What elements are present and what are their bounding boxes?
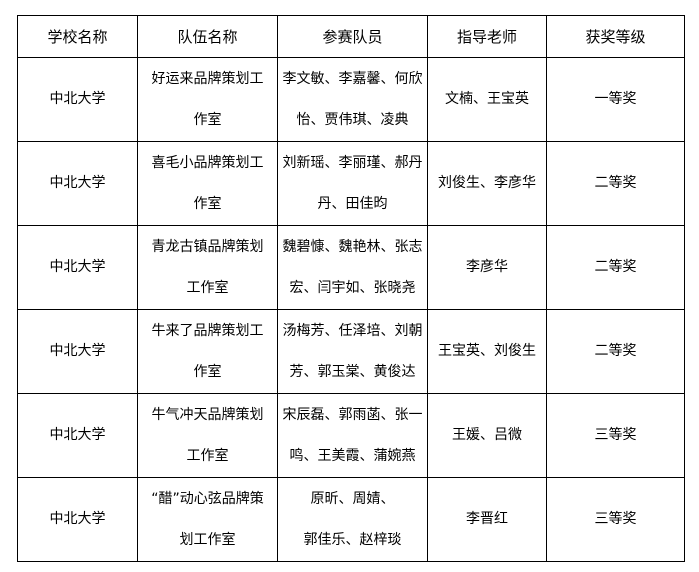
cell-school-line: 中北大学 <box>49 511 106 527</box>
cell-team: “醋”动心弦品牌策 划工作室 <box>137 477 278 562</box>
cell-advisor-line: 李彦华 <box>466 259 508 275</box>
cell-team: 青龙古镇品牌策划 工作室 <box>137 225 278 310</box>
cell-members: 宋辰磊、郭雨菡、张一 鸣、王美霞、蒲婉燕 <box>277 393 428 478</box>
cell-team: 牛来了品牌策划工 作室 <box>137 309 278 394</box>
cell-award: 三等奖 <box>546 477 685 562</box>
table-row: 中北大学 牛气冲天品牌策划 工作室 宋辰磊、郭雨菡、张一 鸣、王美霞、蒲婉燕 王媛、吕微三… <box>17 393 685 478</box>
cell-members-line: 李文敏、李嘉馨、何欣 <box>282 70 423 87</box>
cell-school-line: 中北大学 <box>49 259 106 275</box>
cell-members: 刘新瑶、李丽瑾、郝丹 丹、田佳昀 <box>277 141 428 226</box>
cell-team-line: 牛来了品牌策划工 <box>151 322 264 339</box>
header-award: 获奖等级 <box>546 15 685 58</box>
cell-members-line: 丹、田佳昀 <box>317 195 388 212</box>
cell-team-line: 作室 <box>193 111 222 128</box>
cell-award-line: 一等奖 <box>594 91 637 107</box>
cell-team: 好运来品牌策划工 作室 <box>137 57 278 142</box>
cell-members-line: 宋辰磊、郭雨菡、张一 <box>282 406 423 423</box>
header-school: 学校名称 <box>17 15 138 58</box>
cell-school: 中北大学 <box>17 393 138 478</box>
cell-award: 二等奖 <box>546 225 685 310</box>
cell-team-line: 作室 <box>193 195 222 212</box>
cell-advisor: 李彦华 <box>427 225 547 310</box>
cell-advisor-line: 王媛、吕微 <box>452 427 522 443</box>
cell-advisor-line: 王宝英、刘俊生 <box>438 343 536 359</box>
table-row: 中北大学 好运来品牌策划工 作室 李文敏、李嘉馨、何欣 怡、贾伟琪、凌典 文楠、王宝英 一等… <box>17 57 685 142</box>
cell-school: 中北大学 <box>17 57 138 142</box>
cell-team-line: 划工作室 <box>179 531 236 548</box>
cell-members-line: 芳、郭玉棠、黄俊达 <box>289 363 416 380</box>
cell-award-line: 三等奖 <box>594 427 637 443</box>
cell-school: 中北大学 <box>17 225 138 310</box>
header-team: 队伍名称 <box>137 15 278 58</box>
cell-school-line: 中北大学 <box>49 91 106 107</box>
cell-award: 三等奖 <box>546 393 685 478</box>
cell-award: 二等奖 <box>546 141 685 226</box>
cell-team-line: 好运来品牌策划工 <box>151 70 264 87</box>
table-row: 中北大学 青龙古镇品牌策划 工作室 魏碧慷、魏艳林、张志 宏、闫宇如、张晓尧 李彦华 二等奖 <box>17 225 685 310</box>
cell-advisor: 王媛、吕微 <box>427 393 547 478</box>
cell-members: 汤梅芳、任泽培、刘朝 芳、郭玉棠、黄俊达 <box>277 309 428 394</box>
cell-members-line: 怡、贾伟琪、凌典 <box>296 111 409 128</box>
cell-members-line: 刘新瑶、李丽瑾、郝丹 <box>282 154 423 171</box>
cell-members-line: 魏碧慷、魏艳林、张志 <box>282 238 423 255</box>
cell-team: 牛气冲天品牌策划 工作室 <box>137 393 278 478</box>
cell-advisor-line: 文楠、王宝英 <box>445 91 529 107</box>
header-members: 参赛队员 <box>277 15 428 58</box>
cell-team-line: 工作室 <box>186 279 229 296</box>
cell-team-line: 牛气冲天品牌策划 <box>151 406 264 423</box>
awards-table: 学校名称 队伍名称 参赛队员 指导老师 获奖等级 中北大学 好运来品牌策划工 作室李… <box>17 15 685 562</box>
table-row: 中北大学 牛来了品牌策划工 作室 汤梅芳、任泽培、刘朝 芳、郭玉棠、黄俊达 王宝英、刘俊生… <box>17 309 685 394</box>
cell-team-line: “醋”动心弦品牌策 <box>151 490 264 507</box>
header-advisor: 指导老师 <box>427 15 547 58</box>
cell-advisor: 刘俊生、李彦华 <box>427 141 547 226</box>
cell-team-line: 工作室 <box>186 447 229 464</box>
cell-members-line: 宏、闫宇如、张晓尧 <box>289 279 416 296</box>
cell-members: 魏碧慷、魏艳林、张志 宏、闫宇如、张晓尧 <box>277 225 428 310</box>
header-row: 学校名称 队伍名称 参赛队员 指导老师 获奖等级 <box>17 15 685 58</box>
table-row: 中北大学 喜毛小品牌策划工 作室 刘新瑶、李丽瑾、郝丹 丹、田佳昀 刘俊生、李彦华 二等奖 <box>17 141 685 226</box>
cell-team-line: 作室 <box>193 363 222 380</box>
cell-team-line: 青龙古镇品牌策划 <box>151 238 264 255</box>
cell-school-line: 中北大学 <box>49 175 106 191</box>
cell-award: 一等奖 <box>546 57 685 142</box>
cell-members: 原昕、周婧、 郭佳乐、赵梓琰 <box>277 477 428 562</box>
cell-members-line: 汤梅芳、任泽培、刘朝 <box>282 322 423 339</box>
cell-school-line: 中北大学 <box>49 343 106 359</box>
cell-advisor-line: 刘俊生、李彦华 <box>438 175 536 191</box>
cell-award-line: 二等奖 <box>594 175 637 191</box>
cell-members-line: 郭佳乐、赵梓琰 <box>303 531 402 548</box>
table-row: 中北大学 “醋”动心弦品牌策 划工作室 原昕、周婧、 郭佳乐、赵梓琰 李晋红 三等奖 <box>17 477 685 562</box>
cell-advisor-line: 李晋红 <box>466 511 508 527</box>
cell-members: 李文敏、李嘉馨、何欣 怡、贾伟琪、凌典 <box>277 57 428 142</box>
cell-members-line: 原昕、周婧、 <box>310 490 395 507</box>
cell-award-line: 二等奖 <box>594 343 637 359</box>
cell-school: 中北大学 <box>17 141 138 226</box>
cell-advisor: 文楠、王宝英 <box>427 57 547 142</box>
cell-award-line: 三等奖 <box>594 511 637 527</box>
cell-school-line: 中北大学 <box>49 427 106 443</box>
cell-members-line: 鸣、王美霞、蒲婉燕 <box>289 447 416 464</box>
cell-school: 中北大学 <box>17 477 138 562</box>
cell-advisor: 李晋红 <box>427 477 547 562</box>
cell-award-line: 二等奖 <box>594 259 637 275</box>
cell-team-line: 喜毛小品牌策划工 <box>151 154 264 171</box>
cell-advisor: 王宝英、刘俊生 <box>427 309 547 394</box>
cell-school: 中北大学 <box>17 309 138 394</box>
cell-team: 喜毛小品牌策划工 作室 <box>137 141 278 226</box>
cell-award: 二等奖 <box>546 309 685 394</box>
